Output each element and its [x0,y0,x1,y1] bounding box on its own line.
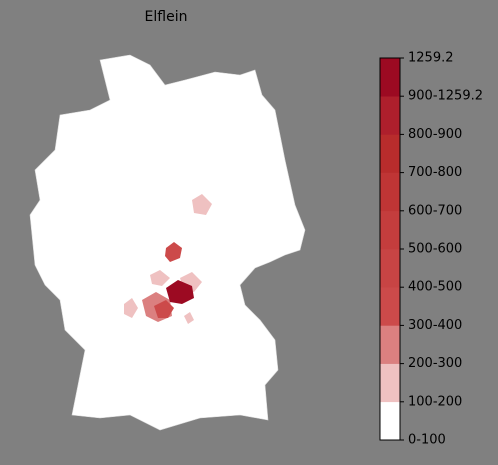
country-outline [29,54,306,431]
colorbar-segment [380,134,400,173]
colorbar-segment [380,401,400,441]
colorbar-segment [380,172,400,212]
colorbar-label: 700-800 [408,165,462,180]
colorbar-segment [380,363,400,403]
colorbar-label: 200-300 [408,356,462,371]
colorbar-label: 0-100 [408,433,446,448]
colorbar-segment [380,96,400,135]
colorbar-segment [380,210,400,250]
region [184,312,194,324]
colorbar-label: 1259.2 [408,51,454,66]
colorbar-label: 800-900 [408,127,462,142]
colorbar-segment [380,249,400,288]
region [192,194,212,215]
colorbar-label: 600-700 [408,203,462,218]
colorbar-segment [380,325,400,364]
colorbar-label: 900-1259.2 [408,89,483,104]
colorbar-label: 500-600 [408,242,462,257]
colorbar-label: 300-400 [408,318,462,333]
region [165,242,182,262]
region [150,270,170,286]
germany-map [29,54,306,431]
map-title: Elflein [145,9,188,25]
colorbar-segment [380,58,400,97]
region [124,298,138,318]
colorbar: 0-100 100-200 200-300 300-400 400-500 500-600… [379,51,483,448]
colorbar-label: 100-200 [408,394,462,409]
colorbar-segment [380,287,400,326]
colorbar-label: 400-500 [408,280,462,295]
region [166,280,194,304]
region [154,300,174,318]
